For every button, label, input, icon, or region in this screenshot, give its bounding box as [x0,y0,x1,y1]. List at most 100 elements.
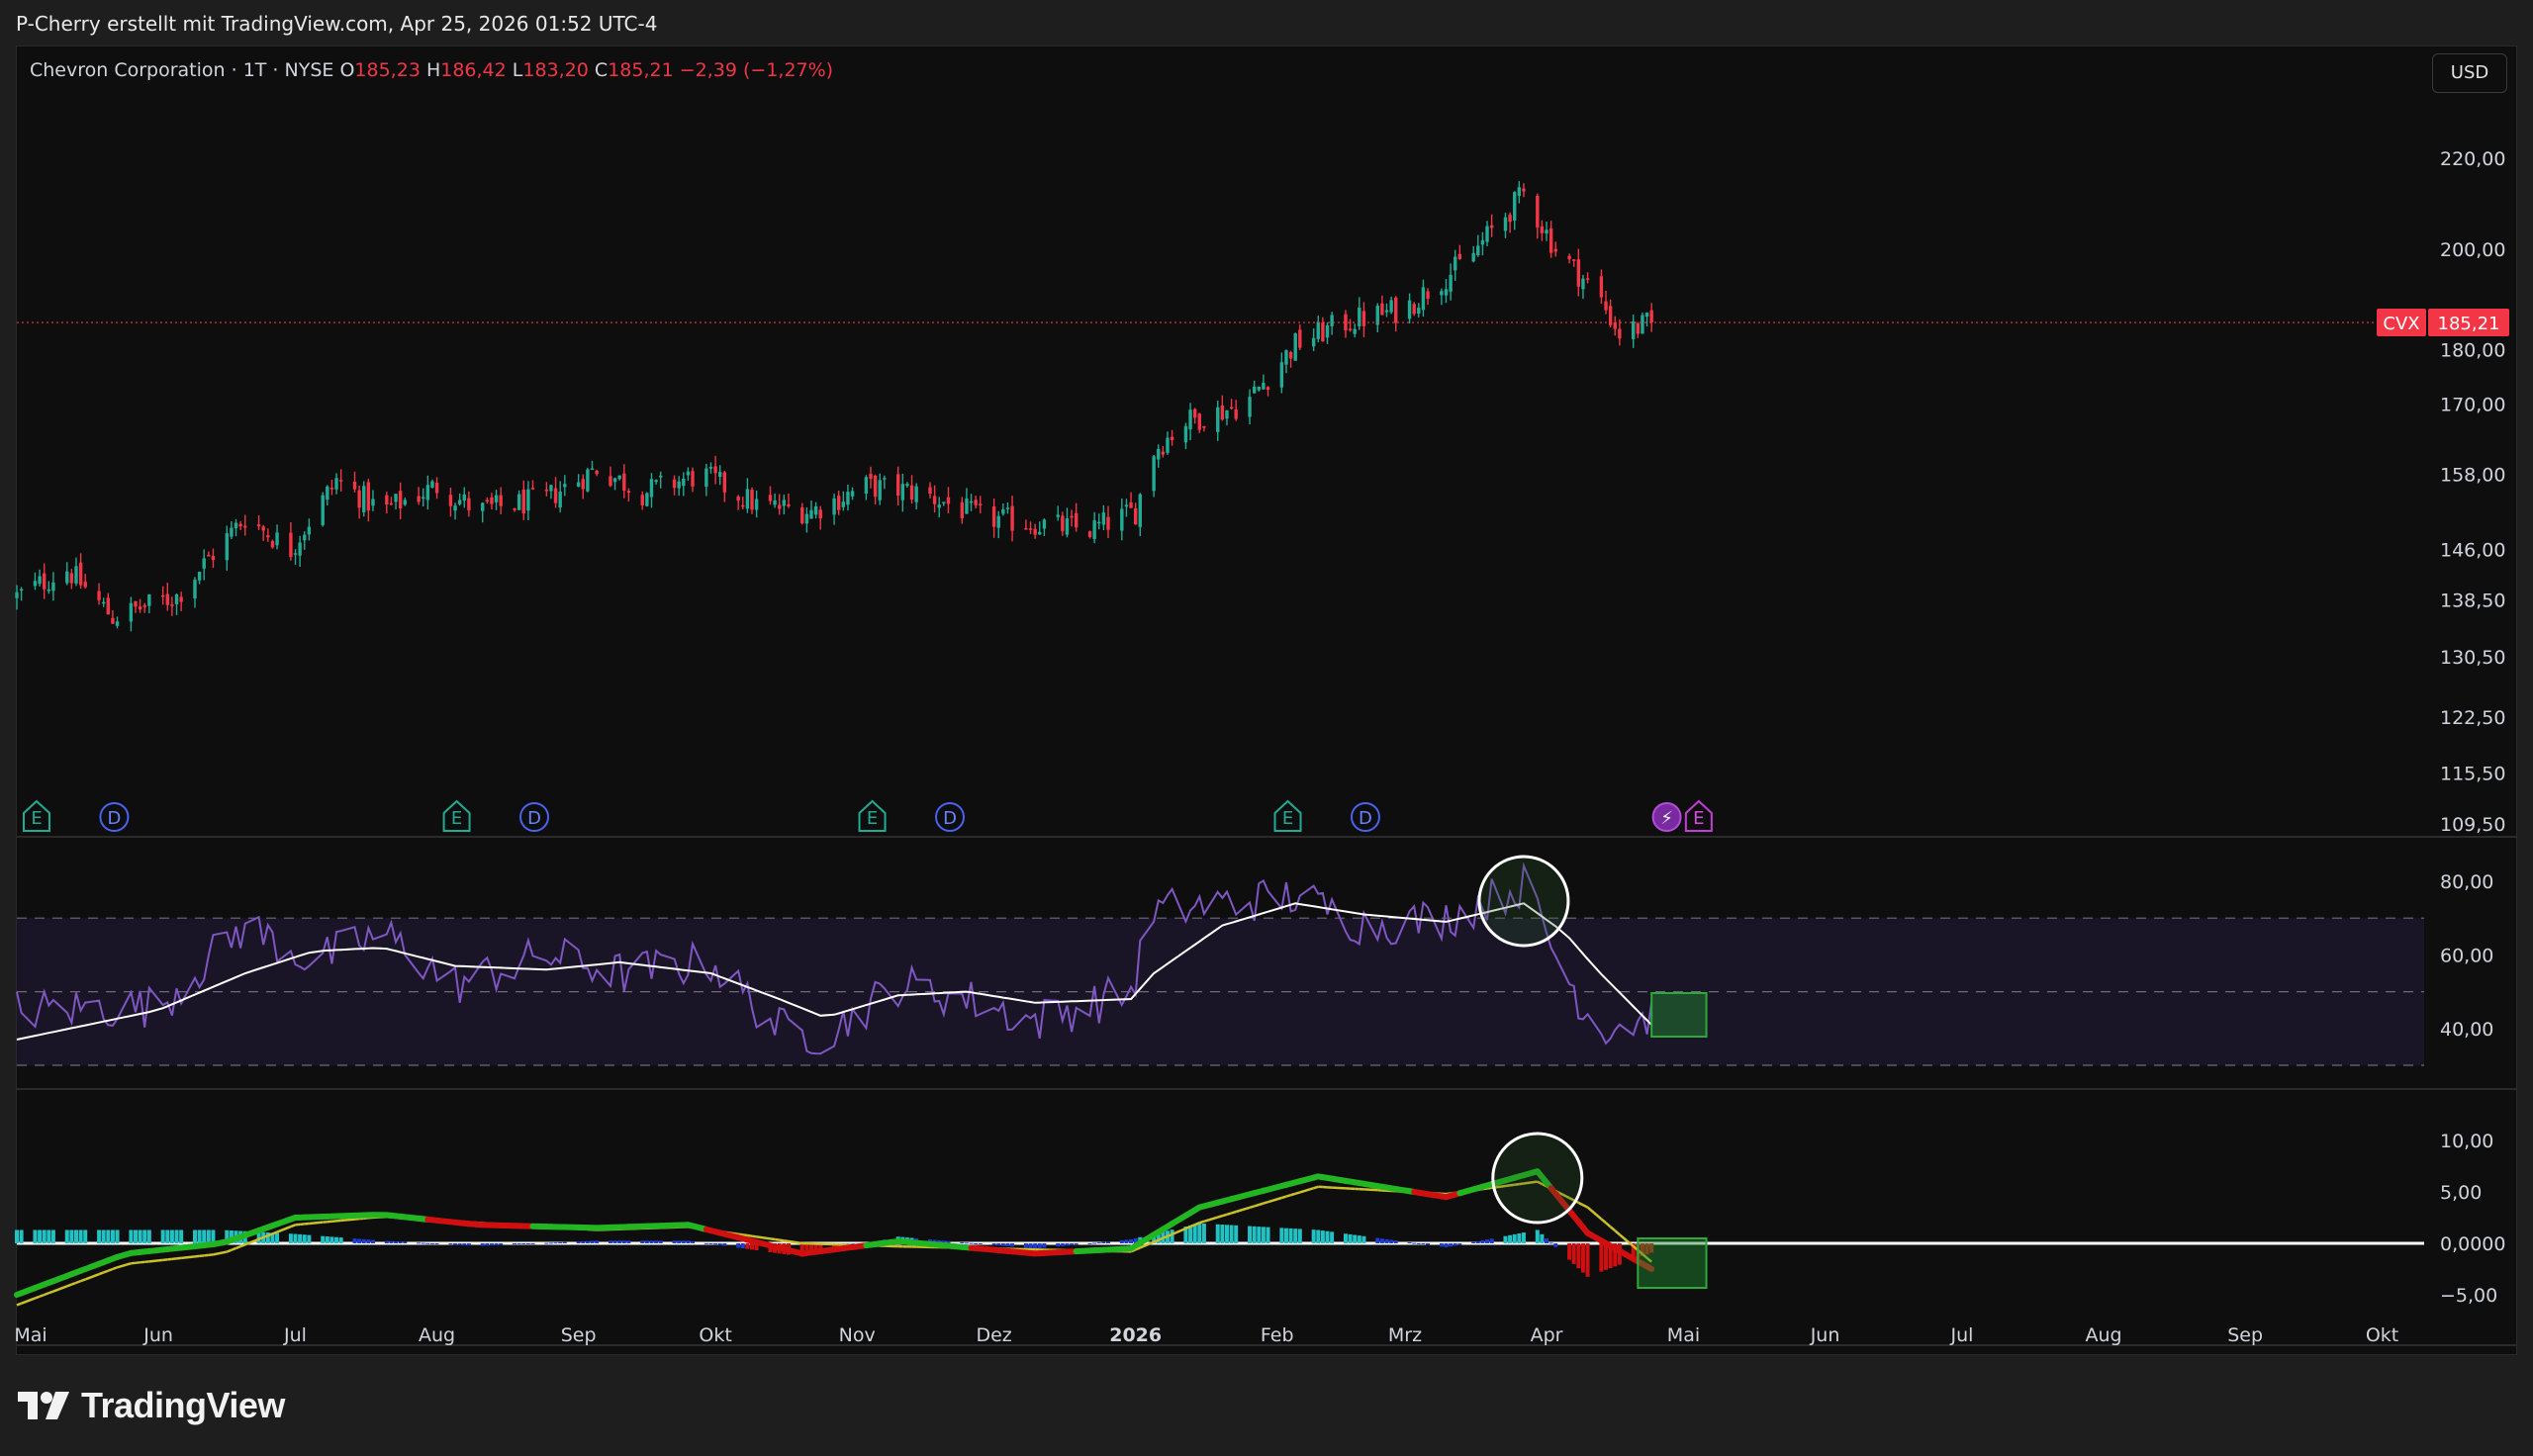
grid-layer [17,836,2516,1346]
time-tick-label: Dez [976,1324,1011,1346]
candle-body [138,606,142,610]
candle-body [979,503,983,505]
macd-histogram-bar [1599,1243,1604,1272]
macd-signal-segment [21,1297,36,1305]
macd-signal-segment [16,1302,23,1307]
candle-body [1070,515,1074,518]
candle-body [1344,314,1348,330]
macd-histogram-bar [521,1243,526,1244]
macd-histogram-bar [69,1229,74,1243]
currency-button[interactable]: USD [2432,53,2507,93]
macd-histogram-bar [1092,1242,1097,1244]
macd-histogram-bar [1279,1228,1284,1243]
candle-body [256,524,261,527]
macd-signal-segment [1614,1229,1621,1236]
candle-body [1358,307,1361,326]
macd-histogram-bar [15,1229,19,1243]
macd-histogram-bar [1188,1225,1193,1243]
candle-body [800,507,804,524]
macd-histogram-bar [361,1238,366,1243]
macd-histogram-bar [106,1229,111,1243]
macd-histogram-bar [1183,1226,1188,1243]
macd-tick-label: 10,00 [2440,1131,2493,1152]
time-tick-label: Okt [2366,1324,2398,1346]
candle-body [1266,387,1270,391]
marker-label: E [1282,808,1293,829]
macd-signal-segment [1505,1184,1511,1188]
candle-body [649,479,654,498]
candle-body [1471,252,1475,262]
chart-frame[interactable] [16,46,2517,1355]
candle-body [672,479,677,489]
dividend-marker: D [99,802,130,832]
price-tick-label: 180,00 [2440,340,2505,362]
marker-label: ⚡ [1660,808,1673,829]
macd-histogram-bar [1640,1243,1644,1256]
macd-signal-segment [1514,1182,1520,1186]
macd-signal-segment [258,1235,264,1241]
axis-label-layer: 220,00 200,00 180,00 170,00 158,00 146,00 138,… [14,148,2505,1346]
candle-body [809,509,813,519]
candle-body [832,498,836,515]
candle-body [1517,187,1522,197]
candle-body [1480,239,1485,245]
macd-histogram-bar [974,1243,979,1244]
candle-body [1097,521,1101,524]
macd-signal-segment [774,1237,780,1241]
macd-signal-segment [1217,1215,1223,1219]
macd-histogram-bar [740,1243,745,1249]
macd-signal-segment [1135,1246,1141,1251]
macd-histogram-bar [1517,1232,1522,1243]
candle-body [1298,329,1302,348]
macd-histogram-bar [19,1229,24,1243]
macd-signal-segment [107,1267,114,1272]
candle-body [197,571,202,581]
macd-histogram-bar [649,1240,654,1243]
candle-body [932,496,937,504]
macd-histogram-bar [576,1241,581,1243]
macd-histogram-bar [1330,1231,1335,1243]
macd-signal-segment [1226,1212,1232,1216]
candle-body [1257,386,1261,391]
candle-body [581,479,585,490]
candle-body [485,500,490,502]
macd-signal-segment [148,1258,163,1263]
macd-histogram-bar [115,1229,120,1243]
macd-histogram-bar [1357,1235,1361,1243]
time-tick-label: Apr [1531,1324,1563,1346]
macd-histogram-bar [1033,1243,1038,1249]
candle-body [303,534,307,541]
macd-histogram-bar [146,1229,151,1243]
macd-histogram-bar [1567,1243,1572,1260]
candle-body [1229,407,1234,410]
macd-histogram-bar [996,1243,1001,1246]
candle-body [804,513,809,524]
macd-signal-segment [213,1250,228,1256]
macd-signal-segment [1267,1196,1282,1204]
candle-body [467,498,471,510]
candle-body [1101,512,1106,525]
macd-signal-segment [39,1293,46,1298]
candle-body [243,525,247,528]
candle-body [818,509,822,519]
macd-histogram-bar [621,1240,626,1243]
candle-body [1161,451,1166,455]
macd-signal-segment [1203,1216,1219,1223]
macd-histogram-bar [485,1243,490,1246]
macd-histogram-bar [1152,1233,1157,1243]
candle-body [516,494,521,510]
candle-body [266,535,270,538]
macd-histogram-bar [654,1240,659,1243]
candle-body [329,488,334,490]
candle-body [960,501,965,519]
macd-histogram-bar [677,1240,682,1243]
macd-histogram-bar [1105,1241,1110,1243]
candle-body [1001,508,1005,514]
change-value: −2,39 (−1,27%) [679,59,834,81]
tradingview-logo[interactable]: TradingView [18,1383,285,1428]
rsi-tick-label: 40,00 [2440,1019,2493,1041]
candle-body [521,489,525,514]
candle-body [1074,512,1079,528]
macd-histogram-bar [1580,1243,1585,1273]
